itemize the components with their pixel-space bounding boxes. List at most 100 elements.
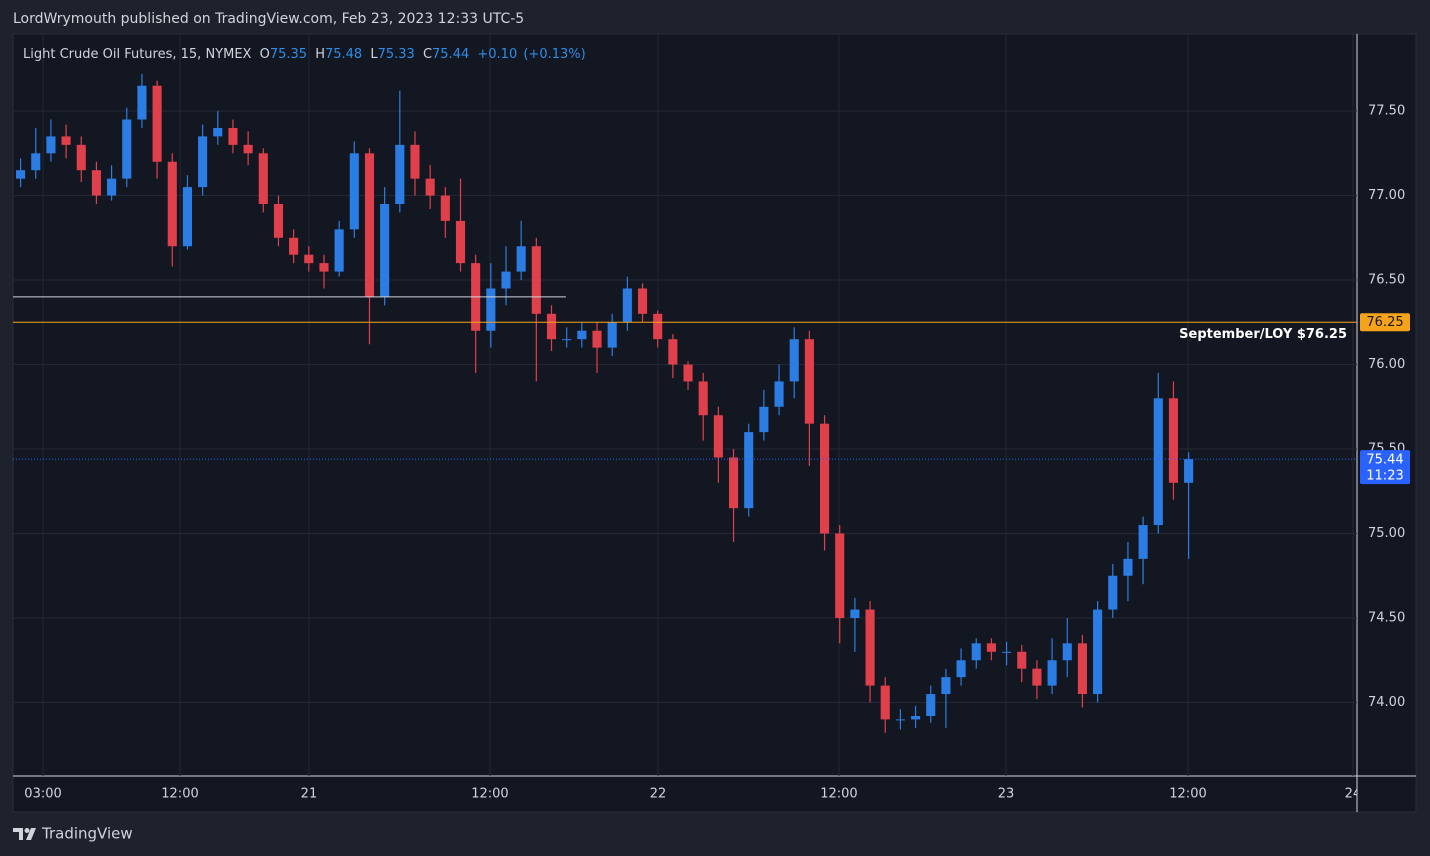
level-price-label: 76.25: [1366, 315, 1403, 330]
candle-body: [622, 288, 632, 323]
x-tick-label: 03:00: [24, 787, 61, 802]
candle-body: [820, 423, 830, 534]
y-tick-label: 76.50: [1368, 273, 1405, 288]
candle-body: [137, 85, 147, 120]
candle-body: [228, 127, 238, 145]
candle-body: [668, 339, 678, 365]
candle-body: [1032, 668, 1042, 686]
candle-body: [243, 144, 253, 154]
candle-body: [107, 178, 117, 196]
candle-body: [1123, 558, 1133, 576]
candle-body: [653, 313, 663, 340]
legend-high: 75.48: [325, 47, 362, 62]
price-axis: 74.0074.5075.0075.5076.0076.5077.0077.50…: [1360, 104, 1410, 710]
candle-body: [364, 153, 375, 297]
candle-body: [698, 381, 708, 416]
candle-body: [1077, 643, 1087, 695]
candle-body: [1093, 609, 1103, 695]
candle-body: [76, 144, 86, 171]
candle-body: [744, 432, 754, 509]
candle-body: [774, 381, 784, 407]
candle-body: [1153, 398, 1163, 526]
y-tick-label: 76.00: [1368, 357, 1405, 372]
candle-body: [455, 220, 466, 264]
candle-body: [334, 229, 344, 272]
candle-body: [1138, 525, 1148, 559]
brand-logo: [13, 828, 36, 840]
legend-high-label: H: [315, 47, 325, 62]
candle-body: [425, 178, 435, 196]
y-tick-label: 74.50: [1368, 611, 1405, 626]
candle-body: [728, 457, 739, 509]
candle-body: [577, 330, 587, 340]
candle-body: [122, 119, 132, 179]
legend-open-label: O: [260, 47, 270, 62]
candle-body: [440, 195, 450, 221]
candle-body: [213, 127, 223, 137]
legend-close-label: C: [423, 47, 432, 62]
candle-body: [167, 161, 177, 247]
candle-body: [1002, 651, 1012, 653]
candle-body: [273, 203, 284, 238]
x-tick-label: 22: [650, 787, 667, 802]
bar-countdown: 11:23: [1366, 469, 1403, 484]
candle-body: [501, 271, 511, 289]
candle-body: [713, 415, 723, 458]
candle-body: [349, 153, 359, 230]
candle-body: [592, 330, 602, 348]
y-tick-label: 77.50: [1368, 104, 1405, 119]
candle-body: [304, 254, 314, 264]
y-tick-label: 75.00: [1368, 526, 1405, 541]
x-tick-label: 23: [998, 787, 1015, 802]
candle-body: [531, 246, 541, 314]
candle-body: [850, 609, 860, 619]
candle-body: [926, 694, 936, 717]
legend: Light Crude Oil Futures, 15, NYMEX O75.3…: [23, 47, 586, 62]
candle-body: [182, 187, 192, 247]
candle-body: [941, 677, 951, 695]
x-tick-label: 24: [1345, 787, 1362, 802]
candle-body: [152, 85, 162, 162]
legend-low: 75.33: [378, 47, 415, 62]
candle-body: [46, 136, 56, 154]
legend-symbol: Light Crude Oil Futures, 15, NYMEX: [23, 47, 252, 62]
candle-body: [562, 339, 572, 341]
legend-change: +0.10: [477, 47, 517, 62]
candle-body: [804, 339, 814, 424]
candle-body: [486, 288, 496, 331]
candle-body: [410, 144, 420, 179]
candle-body: [1108, 575, 1118, 610]
candle-body: [1017, 651, 1027, 669]
published-line: LordWrymouth published on TradingView.co…: [13, 11, 524, 27]
level-annotation: September/LOY $76.25: [1179, 327, 1347, 342]
candle-body: [607, 322, 617, 348]
legend-close: 75.44: [432, 47, 469, 62]
candle-body: [319, 263, 329, 272]
x-tick-label: 12:00: [1169, 787, 1206, 802]
last-price-box: [1360, 450, 1410, 485]
x-tick-label: 12:00: [471, 787, 508, 802]
candle-body: [91, 170, 101, 196]
candle-body: [1184, 459, 1194, 483]
candle-body: [835, 533, 845, 619]
candle-body: [395, 144, 405, 204]
candle-body: [516, 246, 526, 272]
candle-body: [1047, 660, 1057, 686]
candle-body: [1062, 643, 1072, 661]
brand-name: TradingView: [41, 825, 133, 843]
candle-body: [683, 364, 693, 382]
candle-body: [1168, 398, 1179, 483]
candle-body: [911, 716, 921, 720]
legend-low-label: L: [370, 47, 378, 62]
candle-body: [971, 643, 981, 661]
candle-body: [759, 406, 769, 433]
candle-body: [956, 660, 966, 678]
legend-open: 75.35: [270, 47, 307, 62]
y-tick-label: 74.00: [1368, 695, 1405, 710]
last-price-label: 75.44: [1366, 453, 1403, 468]
legend-change-pct: (+0.13%): [523, 47, 585, 62]
x-tick-label: 21: [301, 787, 318, 802]
candle-body: [289, 237, 299, 255]
level-price-box: [1360, 313, 1410, 332]
